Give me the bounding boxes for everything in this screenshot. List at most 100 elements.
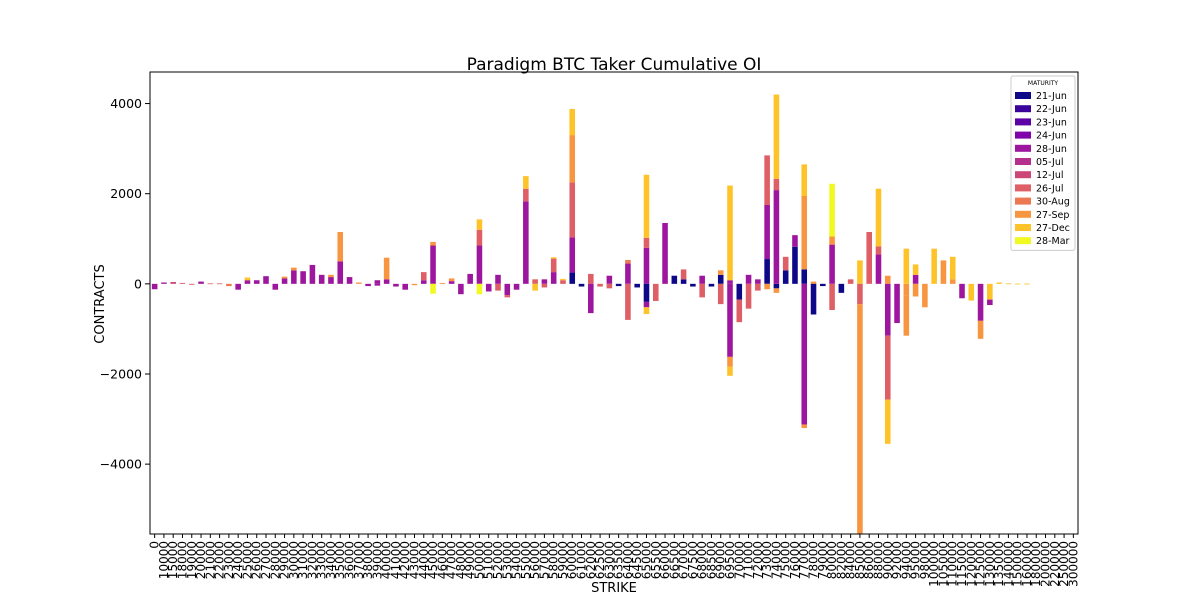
x-tick-label: 38000 xyxy=(361,541,375,579)
bar-segment xyxy=(1024,283,1030,285)
bar-segment xyxy=(588,283,594,314)
x-tick-label: 66000 xyxy=(658,541,672,579)
bar-segment xyxy=(625,259,631,264)
x-tick-label: 92000 xyxy=(890,541,904,579)
bar-segment xyxy=(680,269,687,280)
bar-segment xyxy=(541,283,548,288)
x-tick-label: 49000 xyxy=(463,541,477,579)
bar-segment xyxy=(569,135,576,183)
bar-segment xyxy=(198,281,204,284)
bar-segment xyxy=(309,264,316,284)
x-tick-label: 86000 xyxy=(862,541,876,579)
x-tick-label: 63500 xyxy=(612,541,626,579)
bar-segment xyxy=(949,279,956,284)
legend-swatch xyxy=(1015,197,1031,205)
bar-segment xyxy=(764,204,770,260)
y-tick-label: −4000 xyxy=(100,457,142,472)
bar-segment xyxy=(773,190,780,284)
bar-segment xyxy=(699,275,705,284)
y-tick-label: 0 xyxy=(134,276,142,291)
bar-segment xyxy=(894,283,900,324)
bar-segment xyxy=(383,257,390,280)
bar-segment xyxy=(504,295,511,298)
legend-item-label: 24-Jun xyxy=(1036,131,1067,142)
x-tick-label: 82000 xyxy=(834,541,848,579)
bar-segment xyxy=(569,108,576,136)
bar-segment xyxy=(717,283,724,305)
legend-swatch xyxy=(1015,92,1031,99)
bar-segment xyxy=(977,320,984,339)
x-tick-label: 80000 xyxy=(825,541,839,579)
x-tick-label: 69000 xyxy=(714,541,728,579)
bar-segment xyxy=(588,273,594,284)
bar-segment xyxy=(847,279,854,284)
x-tick-label: 53000 xyxy=(500,541,514,579)
y-tick-label: 2000 xyxy=(110,186,142,201)
bar-segment xyxy=(188,283,195,285)
x-tick-label: 0 xyxy=(148,541,162,549)
bar-segment xyxy=(300,271,306,284)
bar-segment xyxy=(671,275,678,284)
x-tick-label: 100000 xyxy=(927,541,941,587)
bar-segment xyxy=(829,283,835,310)
bar-segment xyxy=(356,282,362,284)
bar-segment xyxy=(532,279,538,284)
bar-segment xyxy=(764,259,770,284)
bar-segment xyxy=(755,283,761,291)
x-tick-label: 18000 xyxy=(175,541,189,579)
x-tick-label: 29000 xyxy=(278,541,292,579)
x-tick-label: 69500 xyxy=(723,541,737,579)
bar-segment xyxy=(875,254,882,284)
bar-segment xyxy=(792,235,798,247)
bar-segment xyxy=(662,223,668,284)
x-tick-label: 51000 xyxy=(482,541,496,579)
bar-segment xyxy=(606,275,613,284)
x-tick-label: 110000 xyxy=(946,541,960,587)
x-tick-label: 62000 xyxy=(584,541,598,579)
bar-segment xyxy=(987,283,993,300)
legend-item-label: 21-Jun xyxy=(1036,91,1067,102)
bar-segment xyxy=(374,280,381,284)
x-tick-label: 68000 xyxy=(695,541,709,579)
bar-segment xyxy=(495,283,501,291)
bar-segment xyxy=(476,283,483,295)
bar-segment xyxy=(272,283,279,290)
x-tick-label: 98000 xyxy=(918,541,932,579)
bar-segment xyxy=(476,219,483,230)
bars-layer xyxy=(151,94,1030,534)
x-tick-label: 61000 xyxy=(575,541,589,579)
x-tick-label: 23000 xyxy=(222,541,236,579)
x-tick-label: 84000 xyxy=(844,541,858,579)
bar-segment xyxy=(328,277,334,284)
x-tick-label: 36000 xyxy=(343,541,357,579)
x-tick-label: 20000 xyxy=(194,541,208,579)
bar-segment xyxy=(430,245,436,284)
bar-segment xyxy=(411,283,418,286)
bar-segment xyxy=(857,260,863,284)
bar-segment xyxy=(884,283,891,336)
x-tick-label: 90000 xyxy=(881,541,895,579)
x-tick-label: 21000 xyxy=(203,541,217,579)
x-tick-label: 160000 xyxy=(1020,541,1034,587)
x-tick-label: 64500 xyxy=(630,541,644,579)
plot-frame xyxy=(149,71,1079,535)
bar-segment xyxy=(801,283,808,425)
bar-segment xyxy=(959,283,965,299)
bar-segment xyxy=(727,185,733,281)
bar-segment xyxy=(226,283,232,287)
bar-segment xyxy=(569,182,576,238)
bar-segment xyxy=(578,283,585,287)
x-tick-label: 41000 xyxy=(389,541,403,579)
bar-segment xyxy=(680,279,687,284)
x-tick-label: 115000 xyxy=(955,541,969,587)
bar-segment xyxy=(801,269,808,284)
x-tick-label: 27000 xyxy=(259,541,273,579)
bar-segment xyxy=(949,256,956,280)
bar-segment xyxy=(550,257,557,259)
bar-segment xyxy=(402,283,408,290)
x-tick-label: 95000 xyxy=(909,541,923,579)
x-tick-label: 63000 xyxy=(602,541,616,579)
x-tick-label: 78000 xyxy=(807,541,821,579)
x-tick-label: 15000 xyxy=(166,541,180,579)
